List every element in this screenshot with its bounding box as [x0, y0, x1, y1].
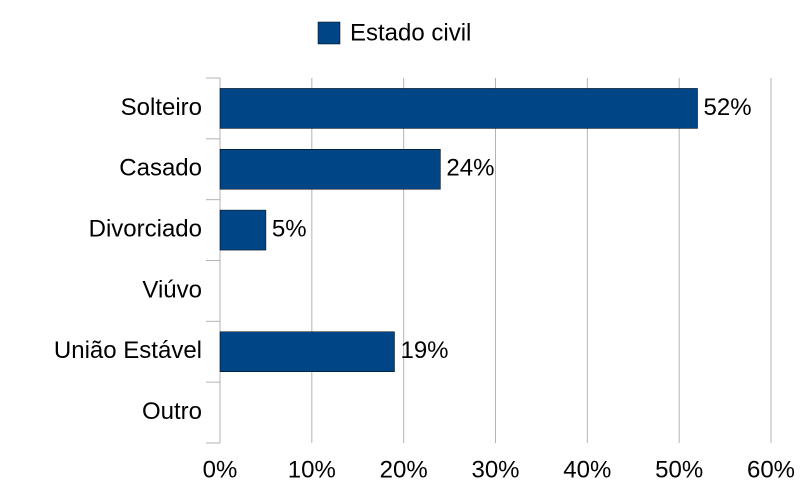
- x-tick-label: 0%: [203, 456, 238, 483]
- x-tick-label: 30%: [471, 456, 519, 483]
- legend-swatch: [317, 21, 341, 45]
- y-tick-label: Casado: [119, 155, 202, 182]
- data-label: 52%: [704, 94, 752, 121]
- bar: [219, 88, 698, 129]
- y-tick-label: Divorciado: [89, 215, 202, 242]
- data-label: 5%: [272, 215, 307, 242]
- data-label: 19%: [400, 337, 448, 364]
- data-label: 24%: [446, 155, 494, 182]
- y-tick-label: Solteiro: [121, 94, 202, 121]
- bar: [219, 209, 267, 251]
- x-tick-label: 50%: [655, 456, 703, 483]
- x-tick-label: 10%: [288, 456, 336, 483]
- x-tick-label: 40%: [563, 456, 611, 483]
- bar: [219, 331, 395, 372]
- x-tick-label: 20%: [380, 456, 428, 483]
- y-tick-label: Viúvo: [142, 276, 202, 303]
- y-tick-label: Outro: [142, 398, 202, 425]
- y-tick-label: União Estável: [54, 337, 202, 364]
- legend-label: Estado civil: [350, 19, 471, 46]
- x-tick-label: 60%: [747, 456, 795, 483]
- bar: [219, 149, 441, 190]
